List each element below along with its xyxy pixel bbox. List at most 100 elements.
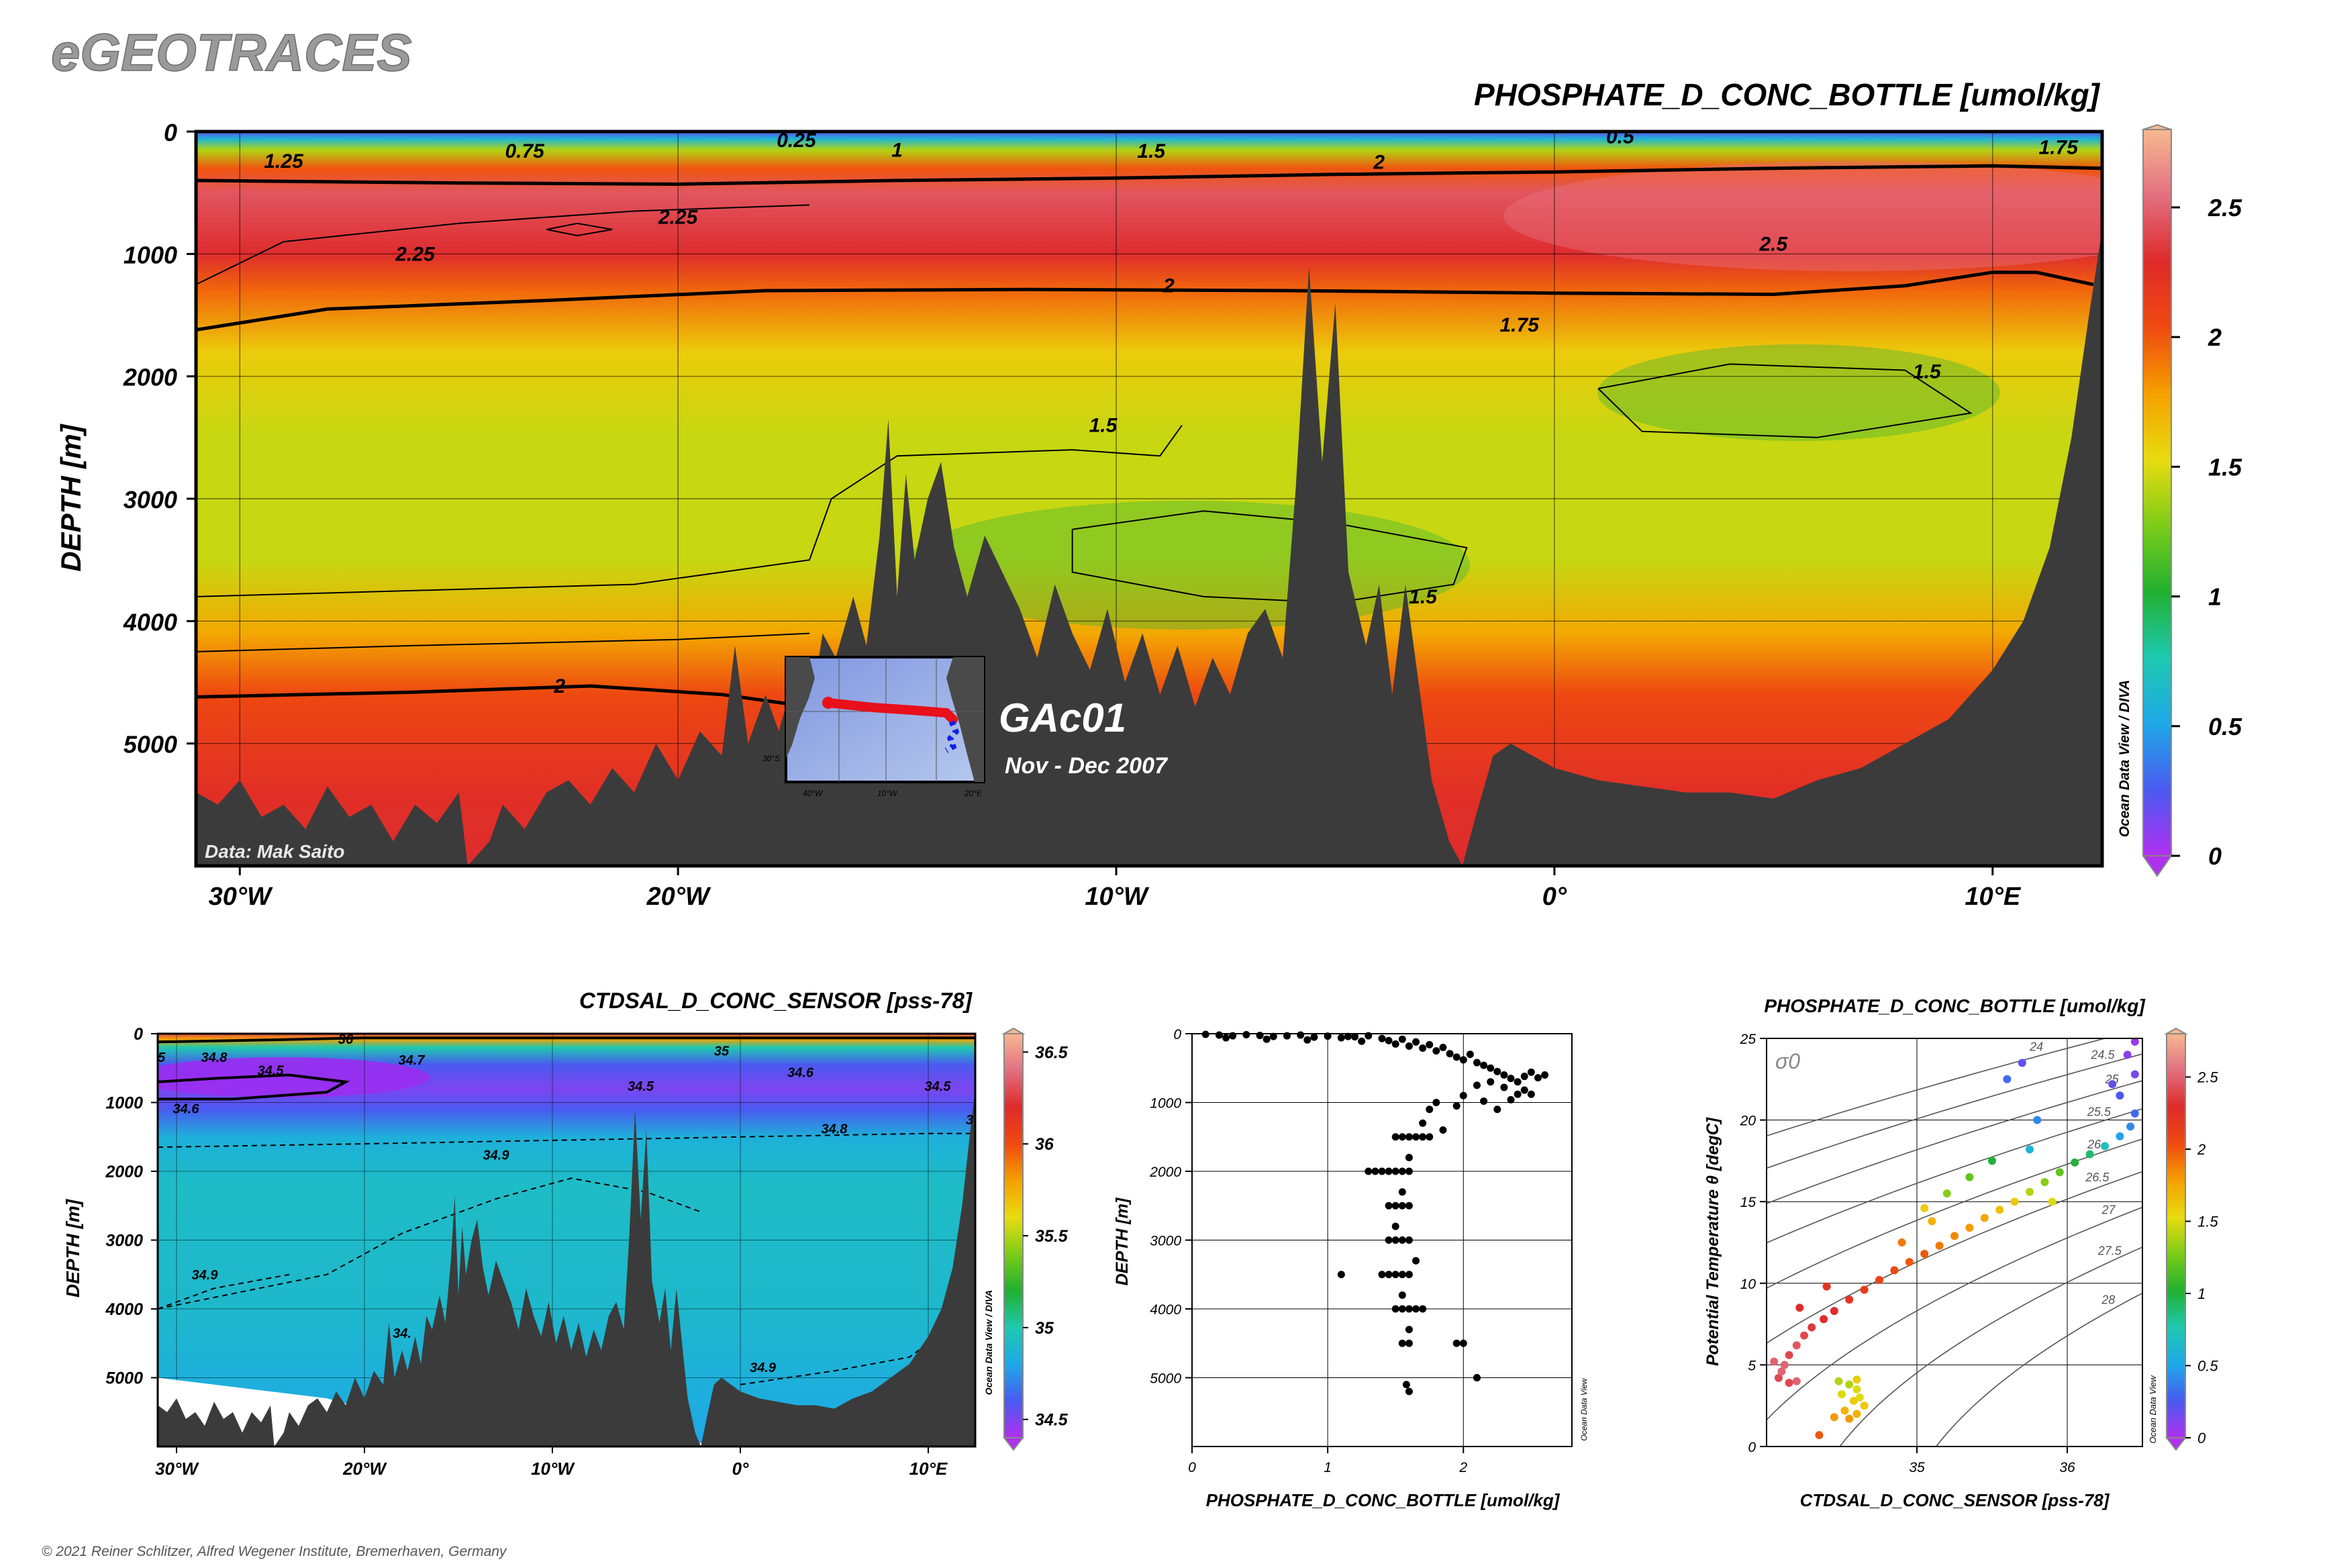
main-contour-label: 0.75 [505,140,545,162]
profile-point [1378,1167,1386,1175]
ts-isopycnal-label: 24.5 [2090,1048,2115,1061]
profile-point [1391,1133,1399,1141]
profile-point [1500,1071,1508,1079]
profile-point [1324,1032,1332,1040]
profile-point [1337,1034,1345,1042]
profile-odv-note: Ocean Data View [1579,1377,1589,1440]
ts-point [1855,1393,1864,1402]
profile-xlabel: PHOSPHATE_D_CONC_BOTTLE [umol/kg] [1206,1490,1561,1510]
profile-ytick-label: 4000 [1150,1302,1181,1318]
profile-point [1473,1374,1481,1381]
main-contour [196,271,2094,332]
ts-point [2130,1070,2139,1079]
profile-point [1398,1035,1406,1043]
main-contour-label: 1.5 [1089,415,1118,437]
inset-xtick-2: 20°E [964,789,983,798]
profile-point [1514,1090,1522,1098]
profile-point [1398,1236,1406,1244]
ts-sigma-label: σ0 [1775,1049,1800,1073]
main-contour-label: 2 [554,675,566,697]
main-ytick-label: 1000 [123,241,177,268]
ts-point [1897,1238,1906,1246]
profile-point [1391,1040,1399,1048]
sal-contour-label: 34.6 [787,1065,814,1080]
main-contour-label: 1.75 [2039,137,2079,159]
sal-contour [158,1073,350,1101]
profile-point [1405,1042,1413,1050]
ts-point [1830,1413,1838,1422]
ts-cb-tick-label: 2.5 [2197,1069,2218,1086]
profile-point [1256,1032,1264,1040]
ts-point [1845,1414,1854,1423]
main-contour-label: 1.25 [264,150,304,173]
ts-ytick-label: 0 [1748,1440,1756,1455]
ts-point [2055,1168,2064,1177]
main-contour-label: 2.25 [658,207,699,229]
sal-contour-label: 34.8 [822,1122,848,1136]
ts-plot-frame-bg [1767,1038,2142,1447]
profile-point [1405,1133,1413,1141]
ts-ytick-label: 20 [1740,1114,1756,1129]
ts-point [1942,1189,1951,1198]
ts-isopycnal-label: 24 [2029,1040,2043,1053]
profile-point [1262,1035,1271,1043]
profile-ytick-label: 2000 [1149,1165,1181,1180]
profile-point [1358,1037,1366,1045]
ts-point [1795,1304,1804,1312]
ts-point [2048,1197,2057,1206]
main-xtick-label: 10°E [1965,883,2021,911]
main-xtick-label: 30°W [209,883,273,911]
main-contour-label: 1.75 [1499,314,1540,336]
inset-ytick: 30°S [762,754,780,763]
ts-isopycnal [1767,1171,2142,1344]
main-highpo4-core [1503,161,2102,271]
profile-point [1391,1202,1399,1210]
main-contour [196,632,810,652]
profile-point [1426,1106,1434,1114]
profile-point [1351,1033,1359,1041]
profile-point [1432,1047,1440,1055]
ts-point [1822,1282,1831,1291]
profile-point [1426,1133,1434,1141]
sal-xtick-label: 0° [732,1459,749,1479]
profile-point [1398,1188,1406,1196]
profile-point [1391,1222,1399,1230]
ts-ytick-label: 25 [1740,1032,1756,1047]
profile-point [1398,1305,1406,1313]
salinity-aaiw-core [158,1057,430,1097]
profile-points [1201,1030,1549,1395]
profile-point [1514,1078,1522,1086]
ts-point [2040,1178,2049,1187]
cruise-name: GAc01 [999,695,1126,740]
main-contour-label: 0.25 [777,130,817,152]
main-contour-label: 2.25 [395,243,436,265]
profile-point [1500,1083,1508,1091]
ts-isopycnal [1767,1053,2142,1169]
sal-ytick-label: 5000 [105,1369,143,1388]
profile-point [1419,1119,1427,1127]
main-contour [546,222,613,237]
ts-point [2026,1187,2034,1196]
sal-contour-label: 34.5 [258,1063,285,1078]
ts-point [1852,1375,1861,1384]
sal-cb-tick-label: 36.5 [1035,1043,1069,1062]
main-contour-label: 1 [891,139,903,161]
main-ytick-label: 0 [164,119,177,146]
ts-isopycnal [1767,1138,2142,1289]
profile-point [1378,1034,1386,1042]
sal-contour-label: 34.9 [750,1361,777,1375]
ts-point [1920,1250,1929,1259]
sal-contour-label: 34.5 [925,1079,952,1094]
profile-point [1520,1086,1528,1094]
profile-point [1283,1032,1291,1040]
profile-axis-ticks: 0 1 2 0 1000 2000 3000 4000 5000 [1149,1027,1467,1475]
main-ylabel: DEPTH [m] [55,423,87,571]
ts-xtick-label: 36 [2059,1460,2075,1475]
data-credit: Data: Mak Saito [205,841,345,862]
profile-point [1487,1078,1495,1086]
ts-point [1808,1323,1816,1332]
ts-ytick-label: 15 [1740,1195,1756,1210]
cruise-dates: Nov - Dec 2007 [1005,753,1169,779]
ts-plot-frame [1766,1038,2143,1447]
